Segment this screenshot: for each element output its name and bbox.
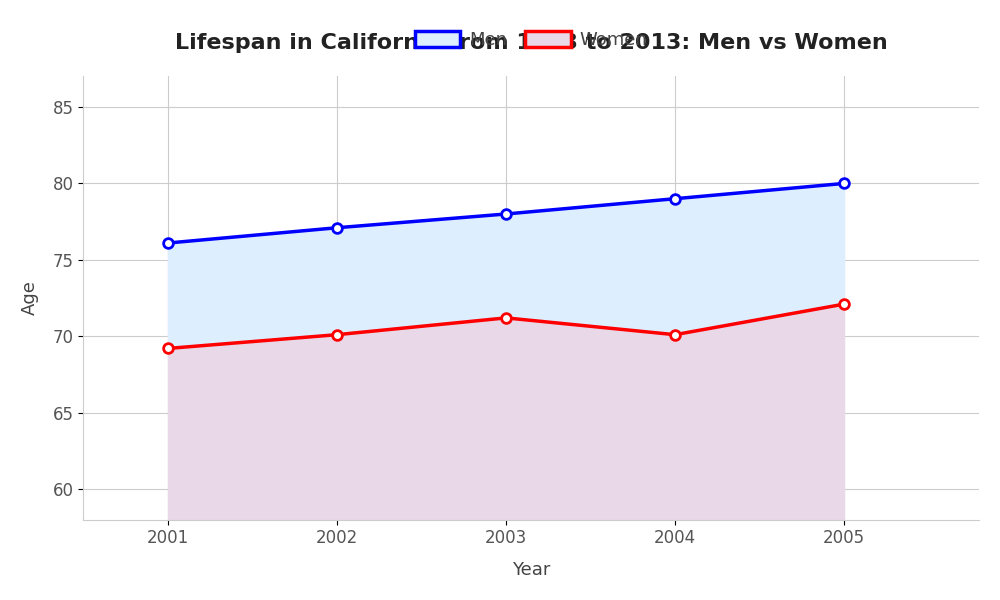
X-axis label: Year: Year — [512, 561, 550, 579]
Y-axis label: Age: Age — [21, 281, 39, 316]
Title: Lifespan in California from 1993 to 2013: Men vs Women: Lifespan in California from 1993 to 2013… — [175, 33, 888, 53]
Legend: Men, Women: Men, Women — [408, 23, 655, 56]
